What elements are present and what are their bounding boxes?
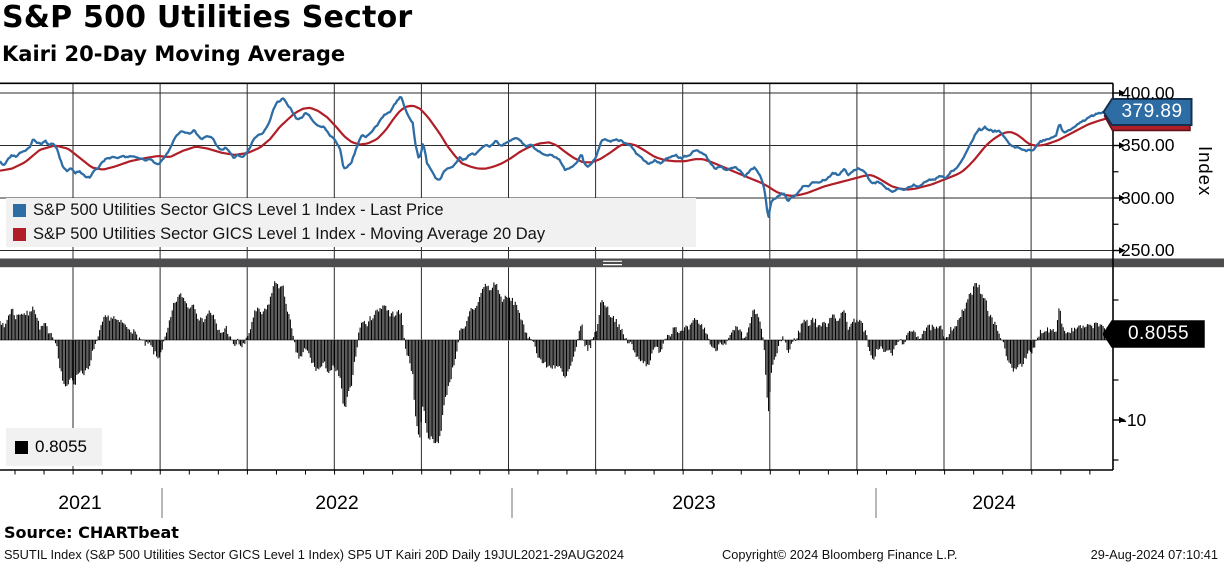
axis-value-badges bbox=[1102, 98, 1205, 348]
page-title: S&P 500 Utilities Sector bbox=[2, 0, 413, 35]
x-tick-2024: 2024 bbox=[972, 492, 1016, 514]
ticker-description: S5UTIL Index (S&P 500 Utilities Sector G… bbox=[4, 547, 625, 562]
moving-average-line bbox=[0, 104, 1112, 197]
legend-label: S&P 500 Utilities Sector GICS Level 1 In… bbox=[33, 225, 546, 244]
panel-separator-drag-handle-icon[interactable] bbox=[603, 260, 622, 266]
price-legend: S&P 500 Utilities Sector GICS Level 1 In… bbox=[6, 198, 696, 247]
axis-ticks bbox=[14, 89, 1126, 518]
kairi-bars bbox=[0, 281, 1114, 444]
chart-subtitle: Kairi 20-Day Moving Average bbox=[2, 42, 346, 66]
kairi-value-badge: 0.8055 bbox=[1127, 323, 1190, 344]
kairi-legend[interactable]: 0.8055 bbox=[6, 428, 102, 466]
last-price-badge: 379.89 bbox=[1121, 101, 1183, 122]
x-tick-2021: 2021 bbox=[58, 492, 102, 514]
panel-separator bbox=[0, 258, 1224, 268]
legend-item-last-price[interactable]: S&P 500 Utilities Sector GICS Level 1 In… bbox=[6, 198, 696, 223]
axis-frame bbox=[0, 82, 1114, 471]
last-price-line bbox=[0, 95, 1113, 218]
copyright-notice: Copyright© 2024 Bloomberg Finance L.P. bbox=[722, 547, 958, 562]
last-price-swatch-icon bbox=[13, 203, 26, 217]
y-tick-minus10: -10 bbox=[1121, 410, 1147, 430]
y-tick-250: 250.00 bbox=[1121, 240, 1175, 260]
moving-average-swatch-icon bbox=[13, 228, 26, 242]
legend-label: S&P 500 Utilities Sector GICS Level 1 In… bbox=[33, 200, 444, 219]
kairi-legend-value: 0.8055 bbox=[35, 437, 87, 456]
y-axis-title: Index bbox=[1195, 146, 1216, 197]
gridlines bbox=[0, 83, 1113, 470]
y-tick-350: 350.00 bbox=[1121, 135, 1175, 155]
kairi-swatch-icon bbox=[15, 440, 28, 454]
y-tick-300: 300.00 bbox=[1121, 188, 1175, 208]
source-label: Source: CHARTbeat bbox=[4, 523, 179, 542]
y-tick-400: 400.00 bbox=[1121, 83, 1175, 103]
timestamp: 29-Aug-2024 07:10:41 bbox=[1090, 547, 1218, 562]
x-tick-2022: 2022 bbox=[315, 492, 359, 514]
legend-item-moving-average[interactable]: S&P 500 Utilities Sector GICS Level 1 In… bbox=[6, 223, 696, 248]
x-tick-2023: 2023 bbox=[672, 492, 716, 514]
